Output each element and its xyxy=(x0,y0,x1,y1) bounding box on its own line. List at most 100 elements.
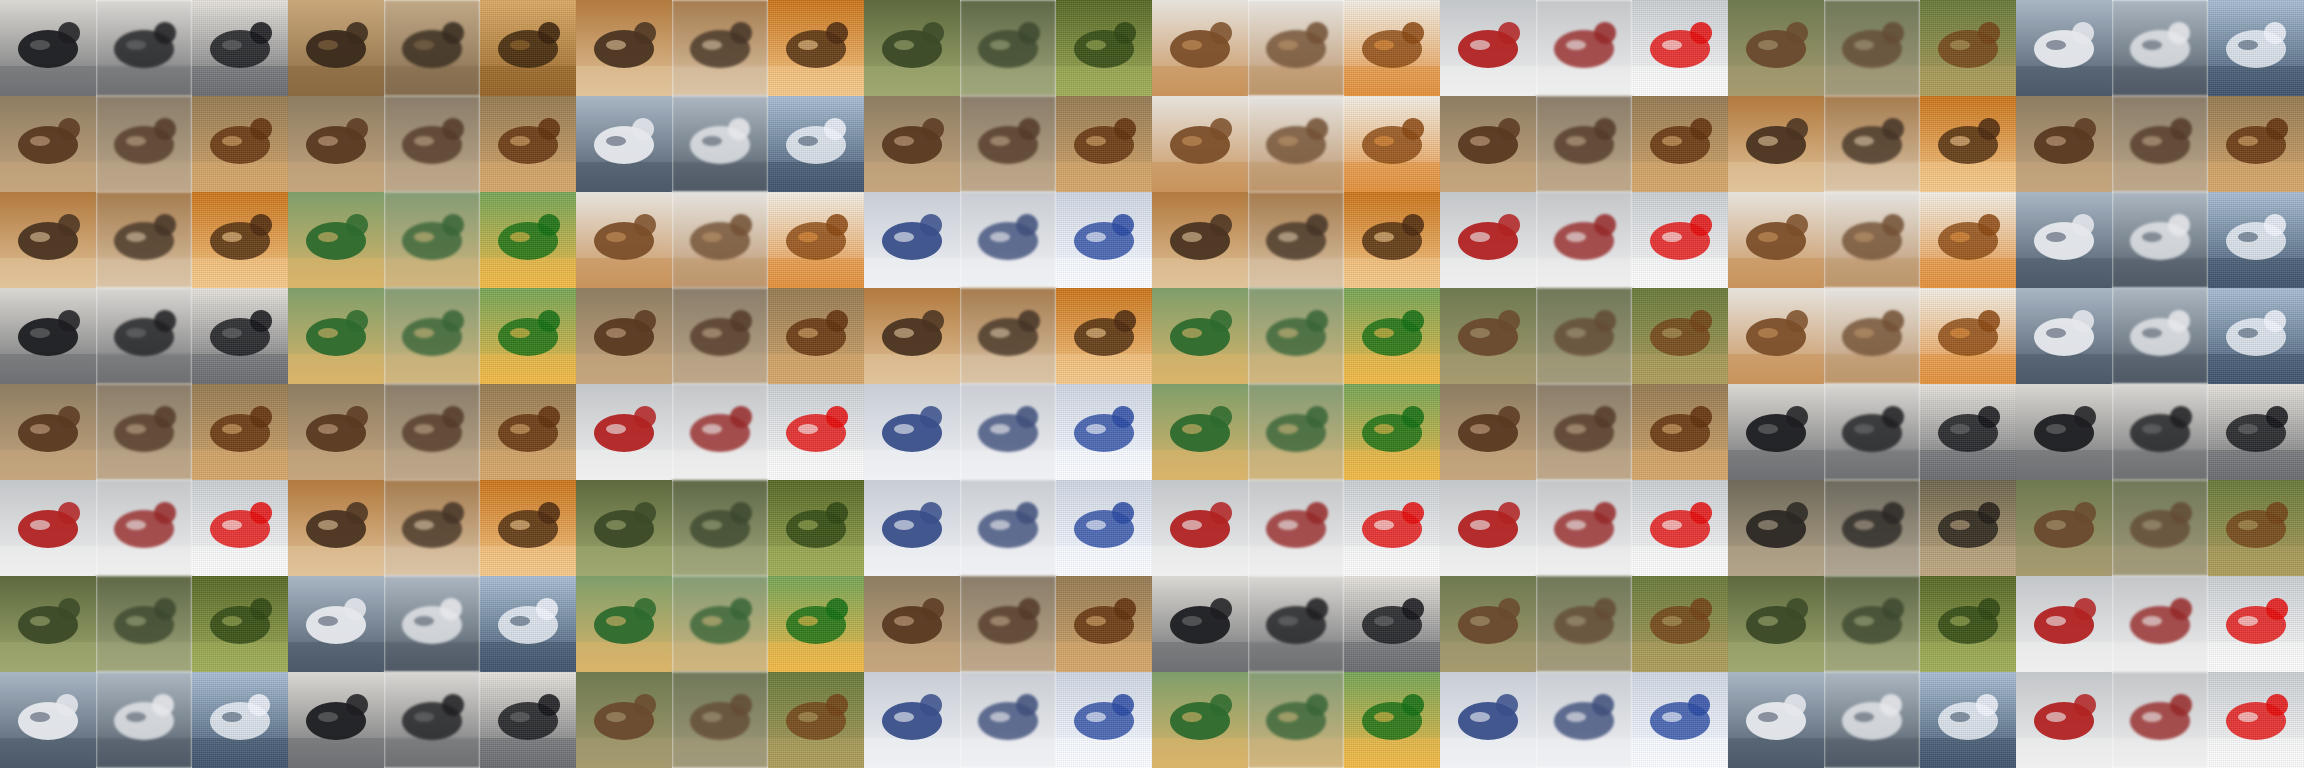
subject-detail xyxy=(346,118,368,140)
subject-detail xyxy=(1402,502,1424,524)
ground-band xyxy=(960,354,1056,384)
ground-band xyxy=(1632,546,1728,576)
subject-detail xyxy=(1690,406,1712,428)
tile-ship-original xyxy=(2016,192,2112,288)
highlight xyxy=(1854,232,1874,242)
tile-bird-original xyxy=(1152,672,1248,768)
highlight xyxy=(1662,520,1682,530)
subject-detail xyxy=(1498,310,1520,332)
tile-airplane-original xyxy=(1440,672,1536,768)
highlight xyxy=(894,40,914,50)
ground-band xyxy=(2016,546,2112,576)
tile-dog-reconstruction xyxy=(1824,192,1920,288)
subject-detail xyxy=(1306,694,1328,716)
subject-detail xyxy=(538,502,560,524)
subject-detail xyxy=(634,310,656,332)
tile-airplane-reconstruction xyxy=(960,672,1056,768)
highlight xyxy=(1566,40,1586,50)
ground-band xyxy=(384,162,480,192)
ground-band xyxy=(0,354,96,384)
highlight xyxy=(1182,712,1202,722)
subject-detail xyxy=(634,598,656,620)
highlight xyxy=(990,40,1010,50)
highlight xyxy=(798,40,818,50)
highlight xyxy=(1566,328,1586,338)
highlight xyxy=(1854,424,1874,434)
subject-detail xyxy=(728,118,750,140)
tile-horse-reconstruction xyxy=(2112,96,2208,192)
tile-ship-original xyxy=(1728,672,1824,768)
ground-band xyxy=(1152,642,1248,672)
ground-band xyxy=(1152,258,1248,288)
highlight xyxy=(606,328,626,338)
subject-detail xyxy=(1306,502,1328,524)
subject-detail xyxy=(1018,118,1040,140)
subject-detail xyxy=(1882,118,1904,140)
subject-detail xyxy=(536,598,558,620)
subject-detail xyxy=(922,310,944,332)
subject-detail xyxy=(826,406,848,428)
highlight xyxy=(1854,712,1874,722)
ground-band xyxy=(1440,354,1536,384)
highlight xyxy=(318,616,338,626)
highlight xyxy=(2238,424,2258,434)
subject-detail xyxy=(1786,598,1808,620)
subject-detail xyxy=(250,118,272,140)
ground-band xyxy=(1536,354,1632,384)
subject-detail xyxy=(2170,406,2192,428)
highlight xyxy=(1374,712,1394,722)
subject-detail xyxy=(250,502,272,524)
highlight xyxy=(126,136,146,146)
ground-band xyxy=(1440,66,1536,96)
ground-band xyxy=(1824,162,1920,192)
tile-ship-reconstruction xyxy=(384,576,480,672)
tile-truck-reconstruction xyxy=(1536,192,1632,288)
subject-detail xyxy=(1112,694,1134,716)
tile-horse-sample xyxy=(192,96,288,192)
tile-truck-original xyxy=(0,480,96,576)
subject-detail xyxy=(1306,118,1328,140)
highlight xyxy=(798,328,818,338)
tile-dog-original xyxy=(576,192,672,288)
ground-band xyxy=(2208,66,2304,96)
highlight xyxy=(1566,232,1586,242)
ground-band xyxy=(480,66,576,96)
tile-truck-original xyxy=(1440,0,1536,96)
ground-band xyxy=(1632,162,1728,192)
highlight xyxy=(2142,520,2162,530)
ground-band xyxy=(288,162,384,192)
tile-airplane-original xyxy=(864,672,960,768)
highlight xyxy=(2238,616,2258,626)
ground-band xyxy=(864,642,960,672)
tile-car-reconstruction xyxy=(96,288,192,384)
tile-truck-reconstruction xyxy=(2112,576,2208,672)
tile-horse-sample xyxy=(2208,96,2304,192)
ground-band xyxy=(864,738,960,768)
tile-horse-reconstruction xyxy=(960,576,1056,672)
ground-band xyxy=(96,450,192,480)
subject-detail xyxy=(154,22,176,44)
tile-horse-original xyxy=(576,288,672,384)
subject-detail xyxy=(1112,406,1134,428)
tile-horse-sample xyxy=(1056,576,1152,672)
ground-band xyxy=(1440,738,1536,768)
highlight xyxy=(2238,520,2258,530)
ground-band xyxy=(1152,738,1248,768)
subject-detail xyxy=(1690,214,1712,236)
highlight xyxy=(510,40,530,50)
subject-detail xyxy=(730,406,752,428)
highlight xyxy=(1470,136,1490,146)
ground-band xyxy=(1440,258,1536,288)
ground-band xyxy=(1344,354,1440,384)
subject-detail xyxy=(1978,118,2000,140)
ground-band xyxy=(1920,258,2016,288)
subject-detail xyxy=(920,406,942,428)
ground-band xyxy=(2208,546,2304,576)
tile-deer-reconstruction xyxy=(1824,0,1920,96)
highlight xyxy=(1662,712,1682,722)
ground-band xyxy=(1440,450,1536,480)
highlight xyxy=(894,520,914,530)
ground-band xyxy=(384,546,480,576)
ground-band xyxy=(2016,66,2112,96)
